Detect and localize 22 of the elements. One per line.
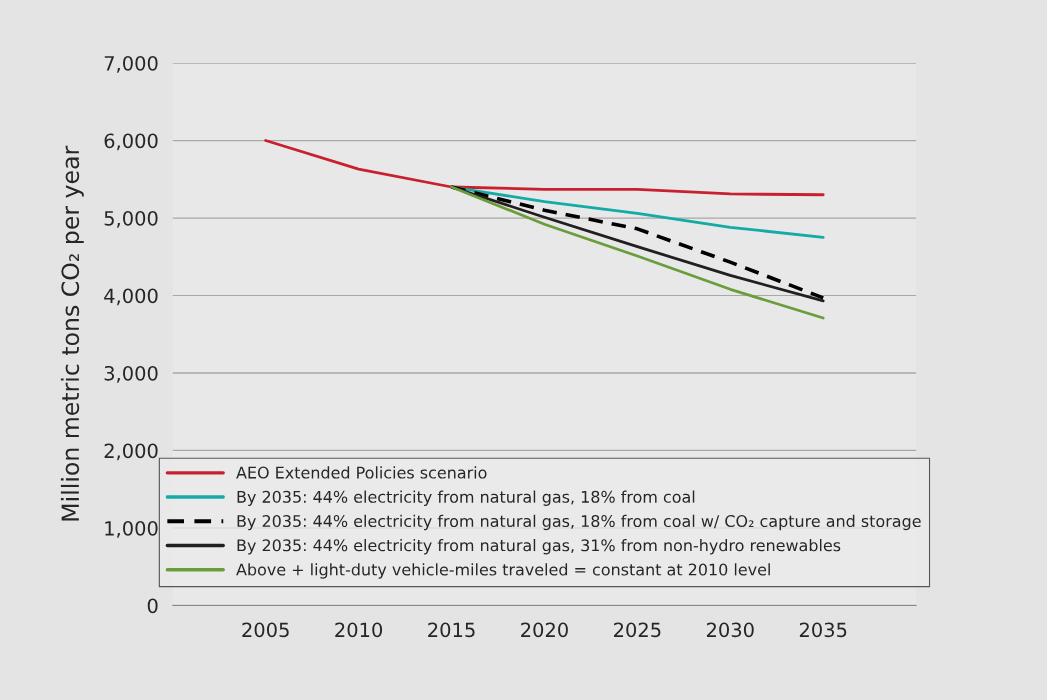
legend-label: By 2035: 44% electricity from natural gas, 31% from non-hydro renewables <box>237 538 841 555</box>
legend-label: AEO Extended Policies scenario <box>236 466 487 479</box>
x-tick-label: 2020 <box>521 622 568 638</box>
x-tick-label: 2010 <box>335 622 383 638</box>
x-tick-label: 2015 <box>428 622 475 638</box>
x-tick-label: 2005 <box>242 622 289 638</box>
legend-label: By 2035: 44% electricity from natural gas, 18% from coal <box>237 490 695 506</box>
y-tick-label: 5,000 <box>104 210 158 228</box>
y-tick-label: 3,000 <box>104 365 158 383</box>
y-tick-label: 2,000 <box>104 443 158 461</box>
x-tick-label: 2025 <box>614 622 661 638</box>
y-tick-label: 7,000 <box>104 55 158 73</box>
y-tick-label: 0 <box>147 598 158 614</box>
legend-label: By 2035: 44% electricity from natural gas, 18% from coal w/ CO₂ capture and storage <box>237 514 921 531</box>
y-tick-label: 4,000 <box>104 288 158 306</box>
x-tick-label: 2035 <box>799 622 847 638</box>
y-axis-title: Million metric tons CO₂ per year <box>60 145 84 521</box>
x-tick-label: 2030 <box>706 622 754 638</box>
legend-label: Above + light-duty vehicle-miles traveled = constant at 2010 level <box>236 563 770 579</box>
y-tick-label: 1,000 <box>105 520 158 538</box>
line-series <box>264 139 825 197</box>
y-tick-label: 6,000 <box>104 133 158 151</box>
